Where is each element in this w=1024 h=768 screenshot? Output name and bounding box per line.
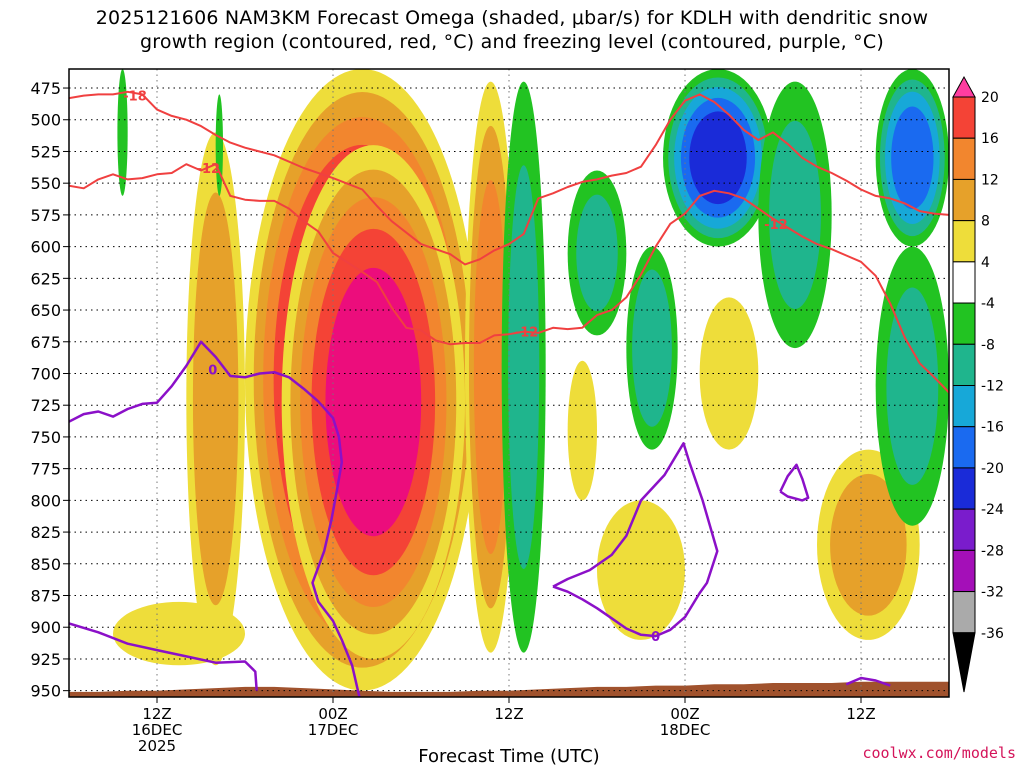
y-tick-label-500: 500 — [30, 111, 61, 130]
freezing-contour-2 — [552, 442, 719, 638]
x-tick-label-42-1: 00Z — [670, 705, 699, 723]
y-tick-label-575: 575 — [30, 206, 61, 225]
x-tick-label-6-1: 12Z — [142, 705, 171, 723]
colorbar-bin-10 — [952, 467, 976, 510]
y-tick-label-925: 925 — [30, 650, 61, 669]
colorbar-top-arrow — [952, 75, 976, 98]
omega-shade-r10-lv-8 — [576, 194, 618, 312]
y-tick-label-775: 775 — [30, 460, 61, 479]
colorbar-bin-4 — [952, 220, 976, 263]
omega-shade-r1-lv20 — [325, 267, 422, 537]
omega-shade-r5-lv4 — [597, 500, 685, 640]
y-tick-label-900: 900 — [30, 618, 61, 637]
y-tick-label-525: 525 — [30, 142, 61, 161]
y-tick-label-750: 750 — [30, 428, 61, 447]
x-axis-label: Forecast Time (UTC) — [418, 746, 599, 767]
colorbar-label-3: 8 — [981, 214, 990, 230]
dgz-contour-1 — [69, 163, 949, 394]
y-tick-label-650: 650 — [30, 301, 61, 320]
colorbar-bin-8 — [952, 385, 976, 428]
x-tick-label-42-2: 18DEC — [660, 721, 711, 739]
colorbar-bin-5 — [952, 261, 976, 304]
colorbar-label-9: -20 — [981, 461, 1004, 477]
x-tick-label-6-2: 16DEC — [132, 721, 183, 739]
freezing-contour-0 — [69, 340, 361, 697]
colorbar-label-4: 4 — [981, 255, 990, 271]
x-tick-label-18-2: 17DEC — [308, 721, 359, 739]
chart-title-line2: growth region (contoured, red, °C) and f… — [140, 31, 884, 53]
colorbar-bin-2 — [952, 137, 976, 180]
omega-shade-r12-lv-20 — [689, 111, 747, 205]
contour-label-0: -18 — [123, 90, 147, 105]
omega-shade-r16-lv-4 — [117, 69, 128, 196]
freezing-contour-3 — [779, 463, 810, 502]
colorbar-label-13: -36 — [981, 626, 1004, 642]
contour-label-4: 0 — [208, 364, 217, 379]
colorbar-bin-7 — [952, 343, 976, 386]
colorbar-bin-12 — [952, 549, 976, 593]
omega-shade-r3-lv8 — [192, 192, 239, 606]
pressure-axis: 475 500 525 550 575 600 625 650 675 700 725 750 775 8… — [30, 79, 69, 701]
x-tick-label-30-1: 12Z — [494, 705, 523, 723]
omega-shade-r8-lv8 — [830, 473, 907, 616]
y-tick-label-850: 850 — [30, 555, 61, 574]
colorbar-label-1: 16 — [981, 131, 999, 147]
omega-shade-r15-lv-8 — [886, 287, 939, 485]
y-tick-label-625: 625 — [30, 269, 61, 288]
colorbar-bottom-arrow — [952, 632, 976, 693]
freezing-contour-1 — [69, 622, 258, 691]
colorbar-label-6: -8 — [981, 337, 995, 353]
dgz-contour-0 — [69, 90, 949, 266]
contour-label-1: -12 — [197, 162, 221, 177]
chart-title: 2025121606 NAM3KM Forecast Omega (shaded… — [0, 6, 1024, 54]
y-tick-label-550: 550 — [30, 174, 61, 193]
colorbar-label-12: -32 — [981, 585, 1004, 601]
colorbar-bin-1 — [952, 96, 976, 139]
omega-shade-r4-lv4 — [113, 601, 245, 666]
y-tick-label-950: 950 — [30, 682, 61, 701]
omega-colorbar: 20 16 12 8 4 -4 -8 -12 -16 -20 -24 -28 -32 -36 — [952, 75, 1004, 693]
y-tick-label-825: 825 — [30, 523, 61, 542]
colorbar-label-7: -12 — [981, 379, 1004, 395]
colorbar-label-11: -28 — [981, 543, 1004, 559]
omega-shade-r17-lv-4 — [215, 94, 223, 196]
source-credit: coolwx.com/models — [862, 744, 1016, 762]
x-tick-label-54-1: 12Z — [846, 705, 875, 723]
colorbar-label-10: -24 — [981, 502, 1004, 518]
y-tick-label-600: 600 — [30, 238, 61, 257]
y-tick-label-725: 725 — [30, 396, 61, 415]
colorbar-label-2: 12 — [981, 172, 999, 188]
colorbar-bin-9 — [952, 426, 976, 469]
y-tick-label-675: 675 — [30, 333, 61, 352]
x-tick-label-18-1: 00Z — [318, 705, 347, 723]
contour-label-2: -12 — [515, 326, 539, 341]
omega-shade-r9-lv-8 — [508, 165, 540, 569]
omega-shade-r2-lv12 — [473, 180, 508, 555]
y-tick-label-875: 875 — [30, 587, 61, 606]
omega-shade-r14-lv-16 — [891, 106, 934, 210]
y-tick-label-700: 700 — [30, 364, 61, 383]
colorbar-bin-3 — [952, 178, 976, 222]
colorbar-bin-11 — [952, 508, 976, 551]
colorbar-bin-6 — [952, 302, 976, 345]
terrain-fill — [69, 681, 949, 697]
omega-shade-r11-lv-8 — [632, 269, 672, 427]
contour-lines: -18 -12 -12 -12 0 0 — [69, 90, 949, 697]
terrain-ground — [69, 681, 949, 697]
colorbar-label-5: -4 — [981, 296, 995, 312]
colorbar-label-0: 20 — [981, 90, 999, 106]
contour-label-3: -12 — [764, 218, 788, 233]
omega-shade-r6-lv4 — [567, 360, 597, 501]
x-tick-label-6-3: 2025 — [138, 737, 176, 755]
chart-title-line1: 2025121606 NAM3KM Forecast Omega (shaded… — [95, 7, 929, 29]
freezing-contour-4 — [845, 676, 891, 687]
y-tick-label-475: 475 — [30, 79, 61, 98]
colorbar-bin-13 — [952, 591, 976, 634]
y-tick-label-800: 800 — [30, 491, 61, 510]
contour-label-5: 0 — [651, 630, 660, 645]
colorbar-label-8: -16 — [981, 420, 1004, 436]
